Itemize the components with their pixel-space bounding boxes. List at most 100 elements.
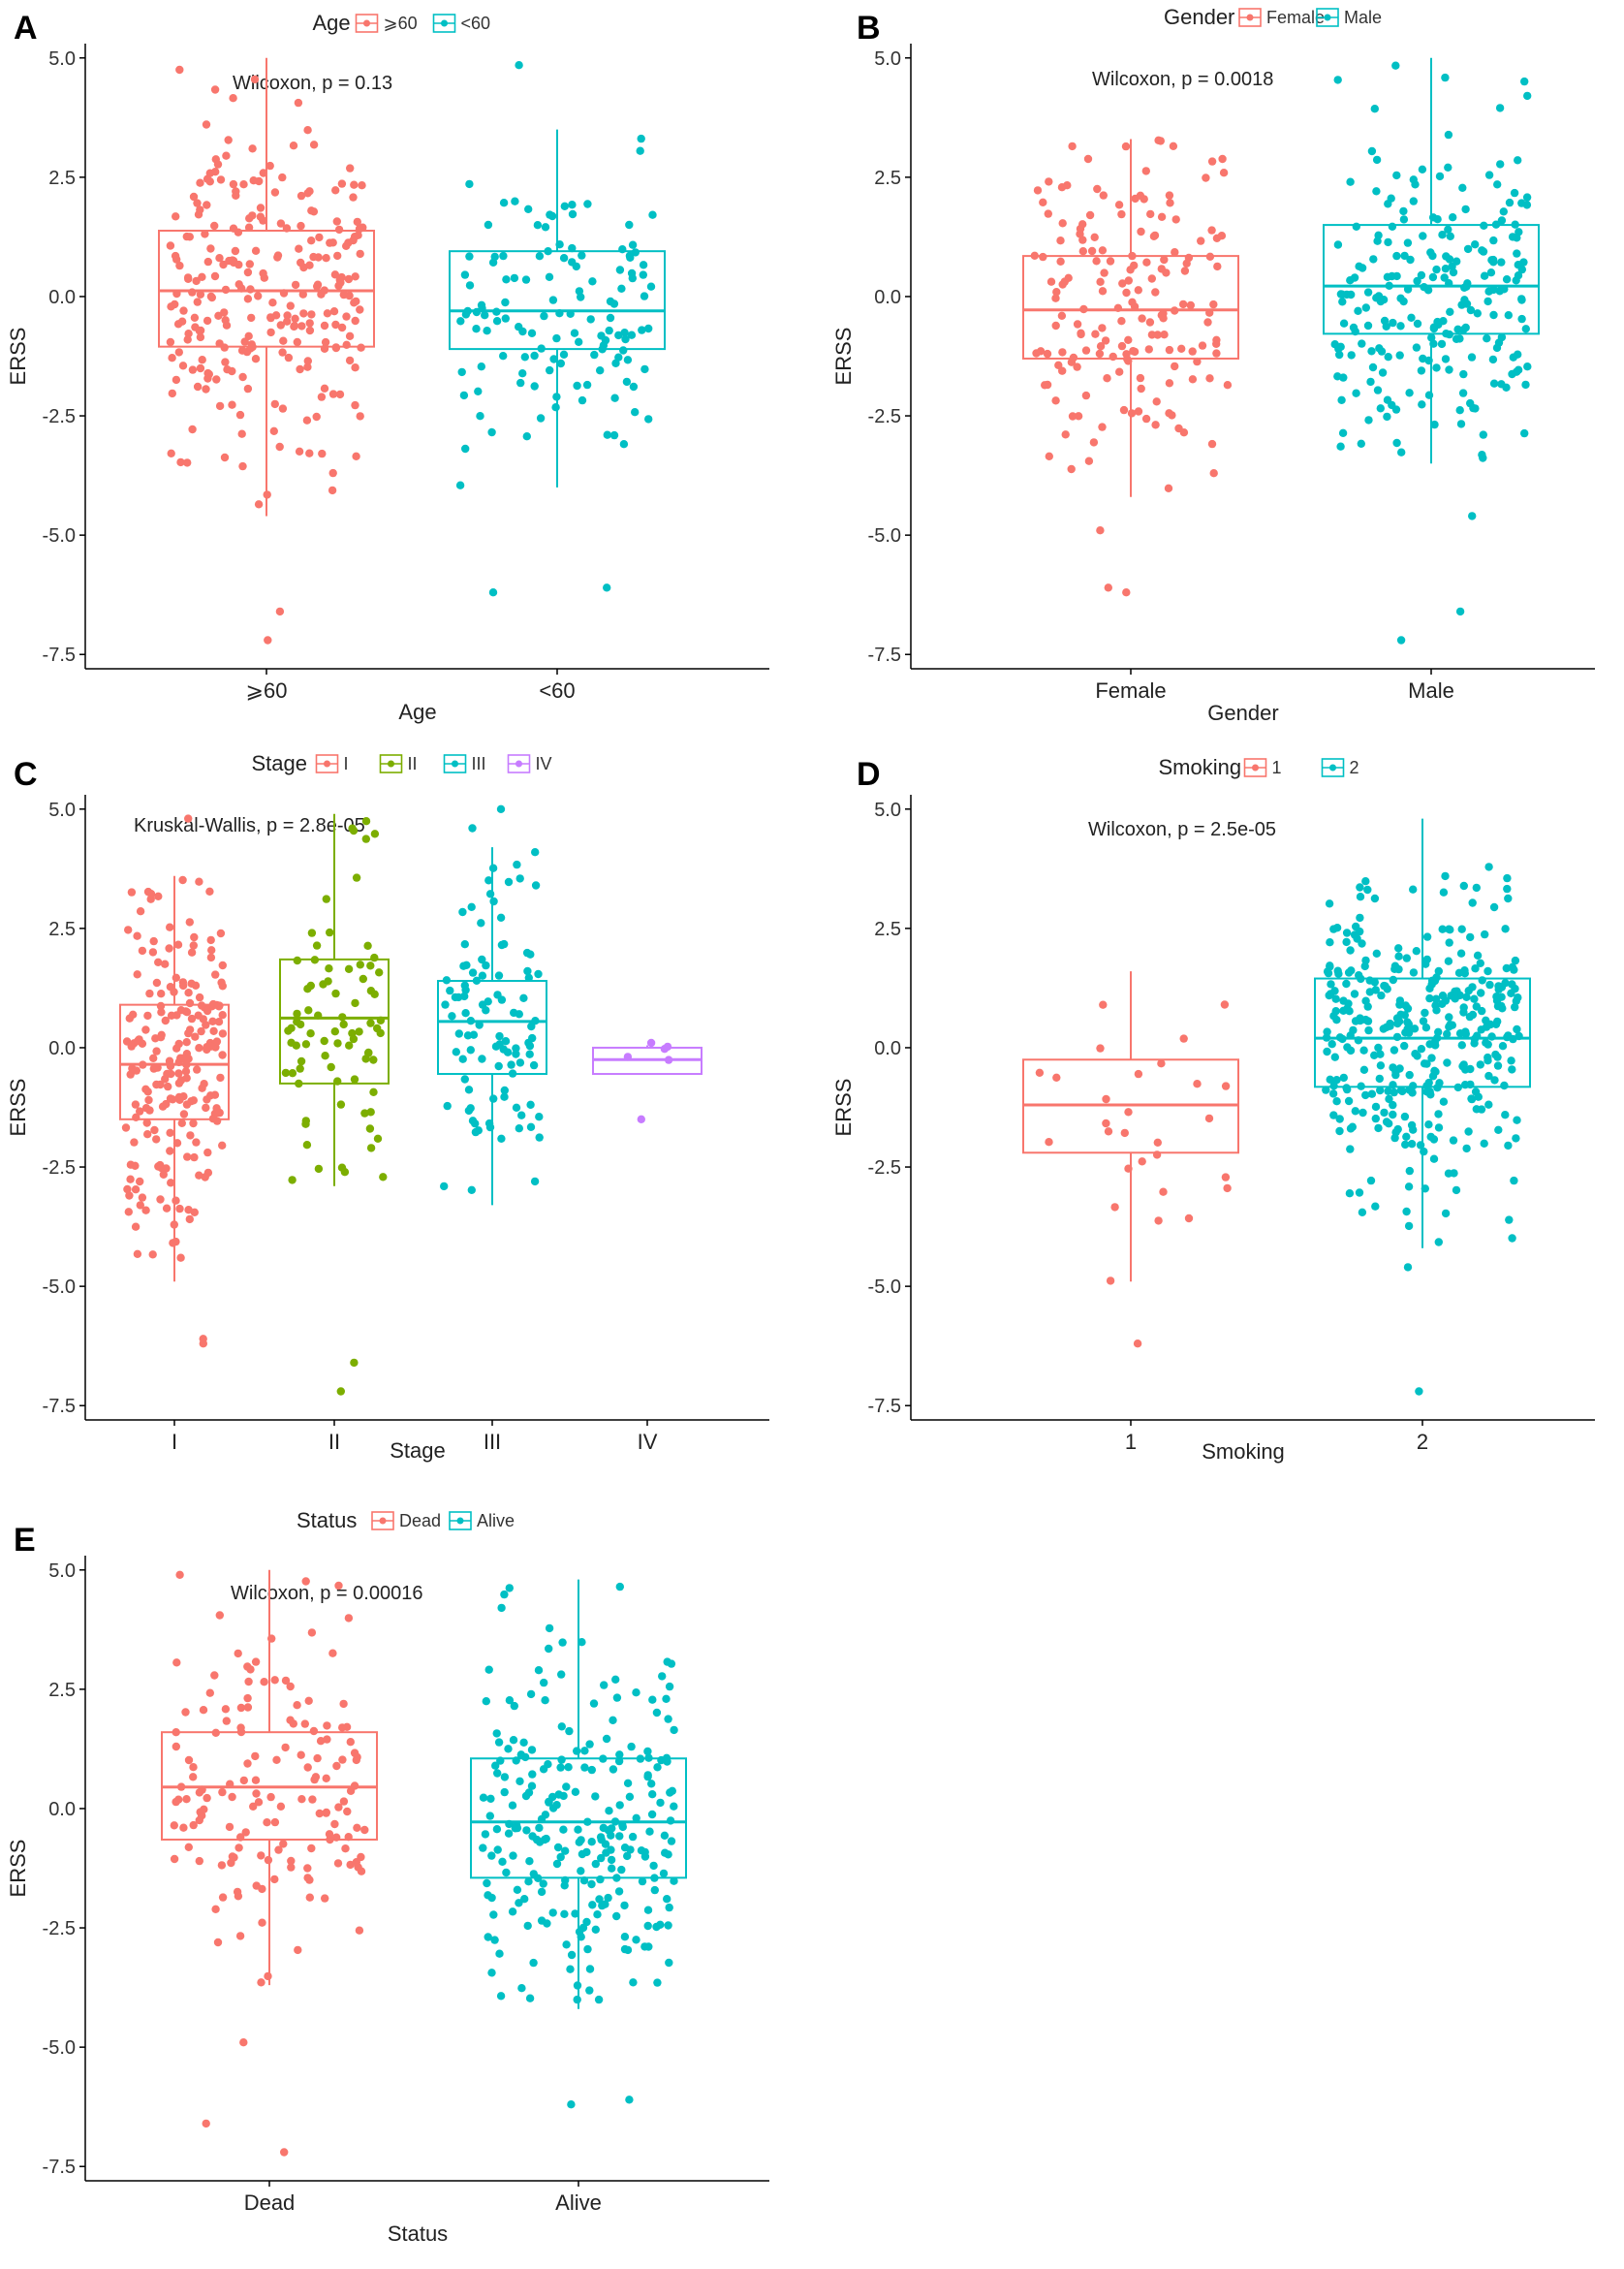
- data-point: [535, 1133, 544, 1142]
- data-point: [509, 1851, 517, 1860]
- data-point: [1522, 193, 1532, 202]
- data-point: [159, 1170, 168, 1180]
- data-point: [211, 168, 220, 176]
- data-point: [330, 270, 340, 279]
- data-point: [352, 452, 360, 460]
- data-point: [627, 331, 637, 339]
- data-point: [665, 1682, 674, 1691]
- data-point: [195, 993, 204, 1002]
- data-point: [336, 1100, 346, 1109]
- data-point: [1511, 1002, 1519, 1012]
- data-point: [1399, 206, 1408, 216]
- data-point: [518, 369, 527, 378]
- data-point: [1098, 324, 1107, 332]
- data-point: [580, 1763, 589, 1772]
- data-point: [1363, 1017, 1373, 1025]
- data-point: [482, 961, 490, 970]
- data-point: [288, 1069, 297, 1078]
- data-point: [145, 989, 154, 998]
- outlier-point: [625, 2096, 634, 2104]
- data-point: [373, 1134, 383, 1144]
- data-point: [660, 1045, 670, 1054]
- data-point: [307, 1844, 316, 1853]
- legend-key-2: <60: [432, 14, 490, 33]
- data-point: [534, 969, 543, 979]
- data-point: [167, 1179, 175, 1187]
- data-point: [499, 352, 508, 361]
- data-point: [524, 1877, 533, 1886]
- data-point: [1328, 1089, 1338, 1098]
- data-point: [1033, 186, 1043, 195]
- data-point: [587, 1838, 596, 1846]
- data-point: [331, 343, 340, 352]
- data-point: [608, 1824, 616, 1833]
- data-point: [1502, 963, 1512, 973]
- data-point: [1512, 996, 1521, 1006]
- data-point: [218, 1029, 228, 1038]
- data-point: [296, 364, 304, 374]
- data-point: [497, 1603, 506, 1613]
- data-point: [495, 1031, 504, 1041]
- data-point: [1461, 1065, 1470, 1074]
- data-point: [646, 282, 656, 291]
- data-point: [216, 175, 226, 184]
- data-point: [194, 1011, 203, 1020]
- data-point: [125, 1191, 134, 1200]
- data-point: [162, 1099, 171, 1109]
- data-point: [207, 946, 216, 955]
- data-point: [586, 315, 595, 324]
- data-point: [631, 408, 640, 417]
- data-point: [520, 1895, 529, 1904]
- data-point: [596, 366, 605, 375]
- data-point: [1058, 219, 1067, 228]
- data-point: [256, 204, 265, 212]
- data-point: [320, 321, 329, 331]
- data-point: [1056, 236, 1065, 245]
- data-point: [322, 895, 330, 903]
- data-point: [291, 314, 299, 323]
- data-point: [218, 1051, 227, 1059]
- data-point: [1424, 356, 1433, 365]
- data-point: [239, 1776, 248, 1785]
- legend-label: Alive: [477, 1511, 515, 1530]
- data-point: [501, 298, 510, 307]
- data-point: [246, 344, 255, 353]
- data-point: [1373, 386, 1383, 394]
- panel-label: D: [857, 756, 881, 793]
- data-point: [1457, 300, 1466, 309]
- data-point: [1035, 1068, 1045, 1078]
- data-point: [1484, 171, 1494, 179]
- data-point: [650, 1885, 659, 1895]
- data-point: [508, 1069, 517, 1078]
- data-point: [361, 1055, 370, 1063]
- data-point: [141, 1025, 150, 1034]
- data-point: [206, 953, 216, 962]
- data-point: [1221, 1173, 1231, 1182]
- y-tick-label: -5.0: [43, 525, 76, 547]
- data-point: [169, 1095, 177, 1104]
- data-point: [293, 337, 301, 347]
- data-point: [1449, 213, 1457, 222]
- data-point: [1426, 1090, 1435, 1099]
- legend-label: Male: [1344, 8, 1382, 27]
- data-point: [1404, 1182, 1414, 1191]
- data-point: [508, 1801, 517, 1810]
- data-point: [132, 1066, 141, 1075]
- data-point: [548, 1908, 557, 1917]
- data-point: [1413, 319, 1422, 329]
- data-point: [611, 1675, 620, 1685]
- data-point: [228, 1852, 237, 1861]
- data-point: [1427, 333, 1436, 342]
- data-point: [1402, 954, 1412, 962]
- data-point: [519, 1738, 528, 1748]
- points: [1330, 61, 1532, 645]
- data-point: [1517, 314, 1526, 324]
- data-point: [1522, 201, 1532, 209]
- data-point: [1361, 877, 1370, 886]
- data-point: [344, 964, 354, 973]
- data-point: [1417, 366, 1426, 375]
- data-point: [270, 1875, 279, 1884]
- data-point: [1438, 925, 1447, 933]
- outlier-point: [515, 60, 523, 70]
